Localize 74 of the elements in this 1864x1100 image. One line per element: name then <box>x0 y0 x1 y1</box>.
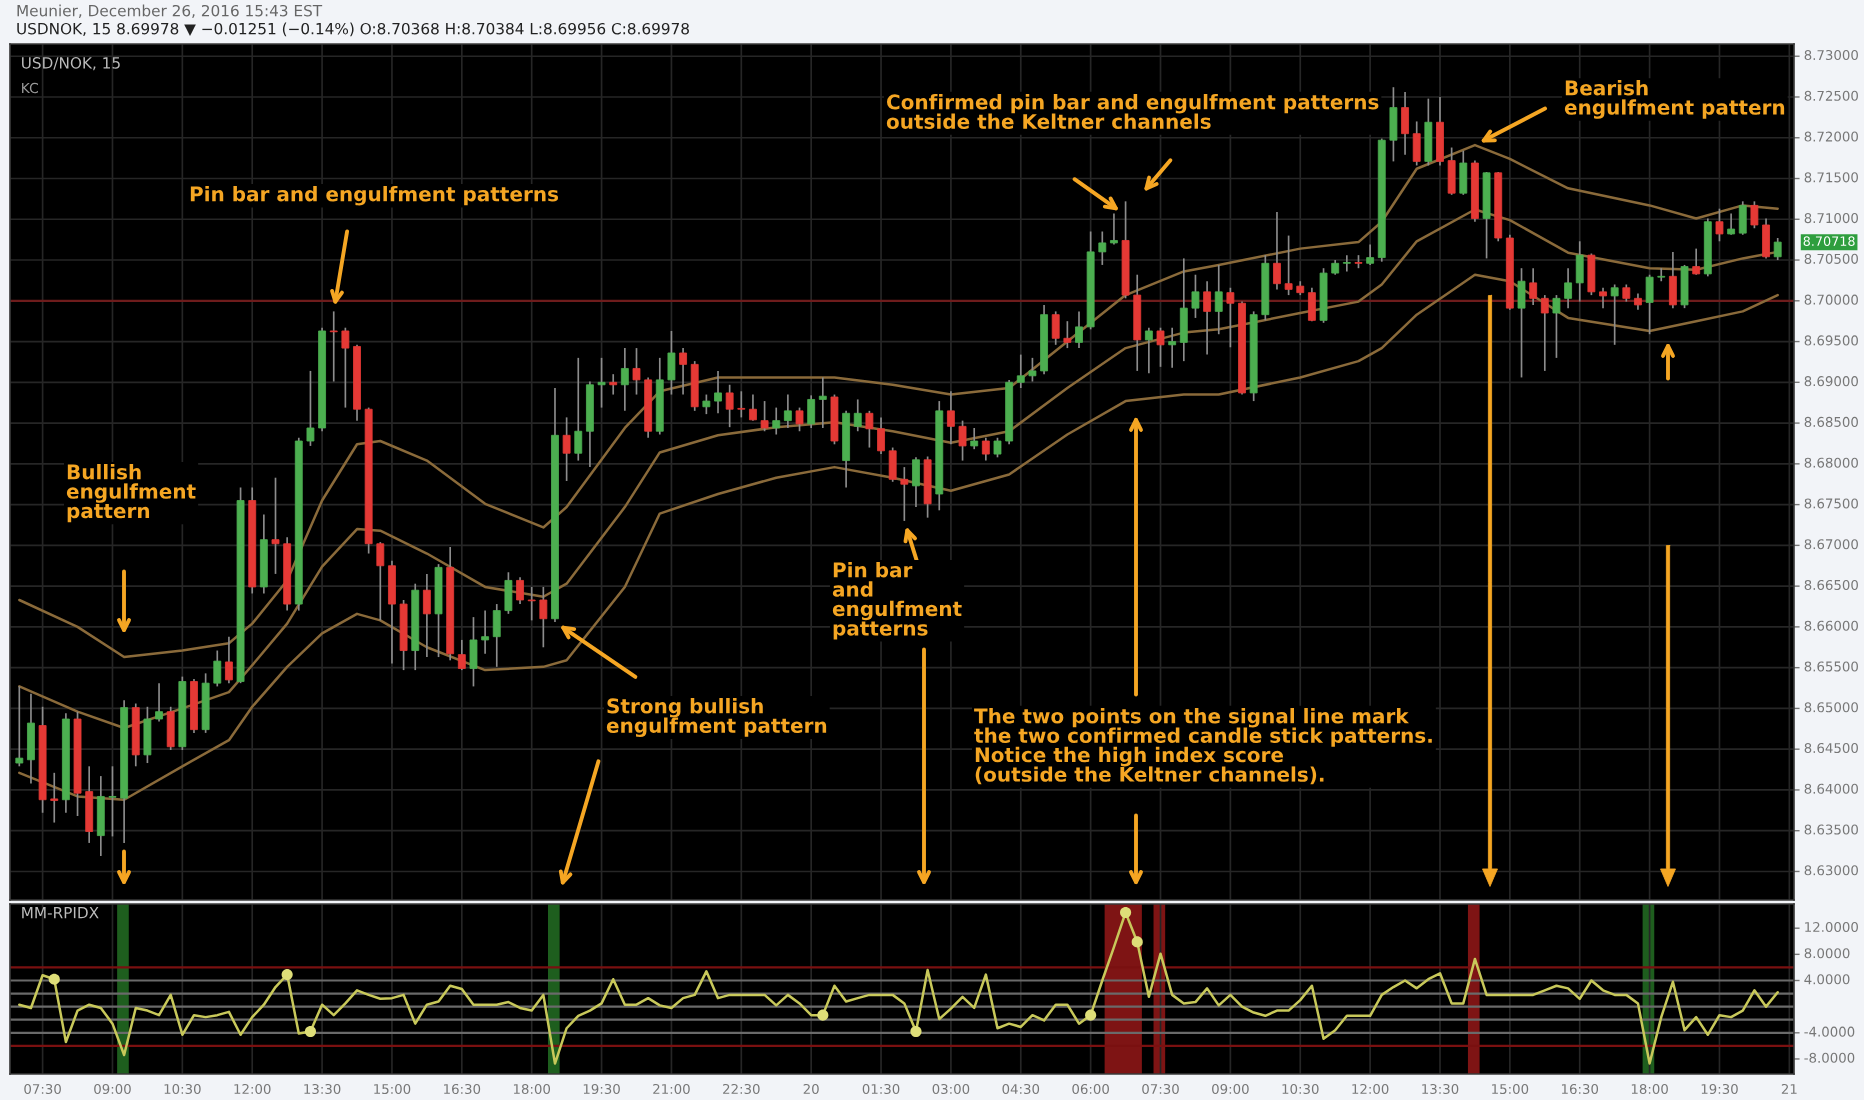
candlestick <box>970 427 979 451</box>
candlestick <box>574 357 583 462</box>
candlestick <box>1482 171 1491 260</box>
point <box>304 1025 316 1038</box>
candlestick <box>225 635 233 684</box>
annotation: Bullish engulfment pattern <box>66 464 196 523</box>
candlestick <box>1144 326 1153 375</box>
annotation: Pin bar and engulfment patterns <box>832 562 962 640</box>
annotation: Strong bullish engulfment pattern <box>606 698 827 738</box>
candlestick <box>1668 251 1677 309</box>
candlestick <box>981 436 990 462</box>
candlestick <box>783 393 792 429</box>
candlestick <box>749 393 757 422</box>
candlestick <box>1529 267 1538 306</box>
candlestick <box>807 394 816 429</box>
candlestick <box>912 456 920 508</box>
candlestick <box>15 685 24 768</box>
candlestick <box>609 373 618 396</box>
candlestick <box>842 410 851 489</box>
line-series <box>18 273 1779 801</box>
annotation: Bearish engulfment pattern <box>1564 80 1785 119</box>
candlestick <box>27 692 35 785</box>
point <box>281 969 293 981</box>
candlestick <box>259 513 268 595</box>
candlestick <box>1575 240 1584 303</box>
candlestick <box>1307 286 1316 323</box>
point <box>1120 906 1132 919</box>
point <box>817 1009 829 1021</box>
candlestick <box>1459 149 1468 196</box>
candlestick <box>1715 207 1724 243</box>
candlestick <box>1214 264 1223 336</box>
candlestick <box>1773 237 1782 261</box>
candlestick <box>1680 264 1689 309</box>
candlestick <box>1203 280 1212 356</box>
candlestick <box>830 393 839 446</box>
candlestick <box>1540 294 1549 372</box>
annotation: Pin bar and engulfment patterns <box>190 186 559 206</box>
candlestick <box>818 376 827 429</box>
point <box>910 1025 922 1038</box>
candlestick <box>923 455 932 519</box>
candlestick <box>795 406 804 433</box>
point <box>48 973 60 985</box>
point <box>1131 936 1143 948</box>
candlestick <box>166 705 175 751</box>
candlestick <box>772 406 781 436</box>
line-series <box>18 143 1779 659</box>
candlestick <box>516 576 524 605</box>
candlestick <box>457 639 466 671</box>
candlestick <box>422 573 431 658</box>
candlestick <box>760 400 769 433</box>
candlestick <box>853 398 862 433</box>
candlestick <box>620 347 629 412</box>
candlestick <box>1424 97 1433 167</box>
candlestick <box>562 416 571 482</box>
candlestick <box>690 360 699 412</box>
candlestick <box>679 347 687 396</box>
candlestick <box>1401 91 1409 156</box>
candlestick <box>1342 254 1351 273</box>
candlestick <box>1075 310 1083 349</box>
annotation: Confirmed pin bar and engulfment patterns outside the Keltner channels <box>886 94 1379 129</box>
candlestick <box>434 563 443 658</box>
candlestick <box>1412 120 1421 167</box>
candlestick <box>1610 283 1619 346</box>
candlestick <box>1156 326 1165 368</box>
candlestick <box>1727 212 1736 236</box>
candlestick <box>1517 267 1526 379</box>
point <box>1085 1009 1097 1021</box>
candlestick <box>131 702 140 768</box>
annotation: The two points on the signal line mark the two confirmed candle stick patterns. Notice the high index score (outside the Keltner channels). <box>974 708 1432 785</box>
candlestick <box>1738 200 1747 236</box>
candlestick <box>1366 243 1375 266</box>
candlestick <box>1110 212 1118 246</box>
candlestick <box>1692 247 1701 276</box>
candlestick <box>1168 326 1177 369</box>
